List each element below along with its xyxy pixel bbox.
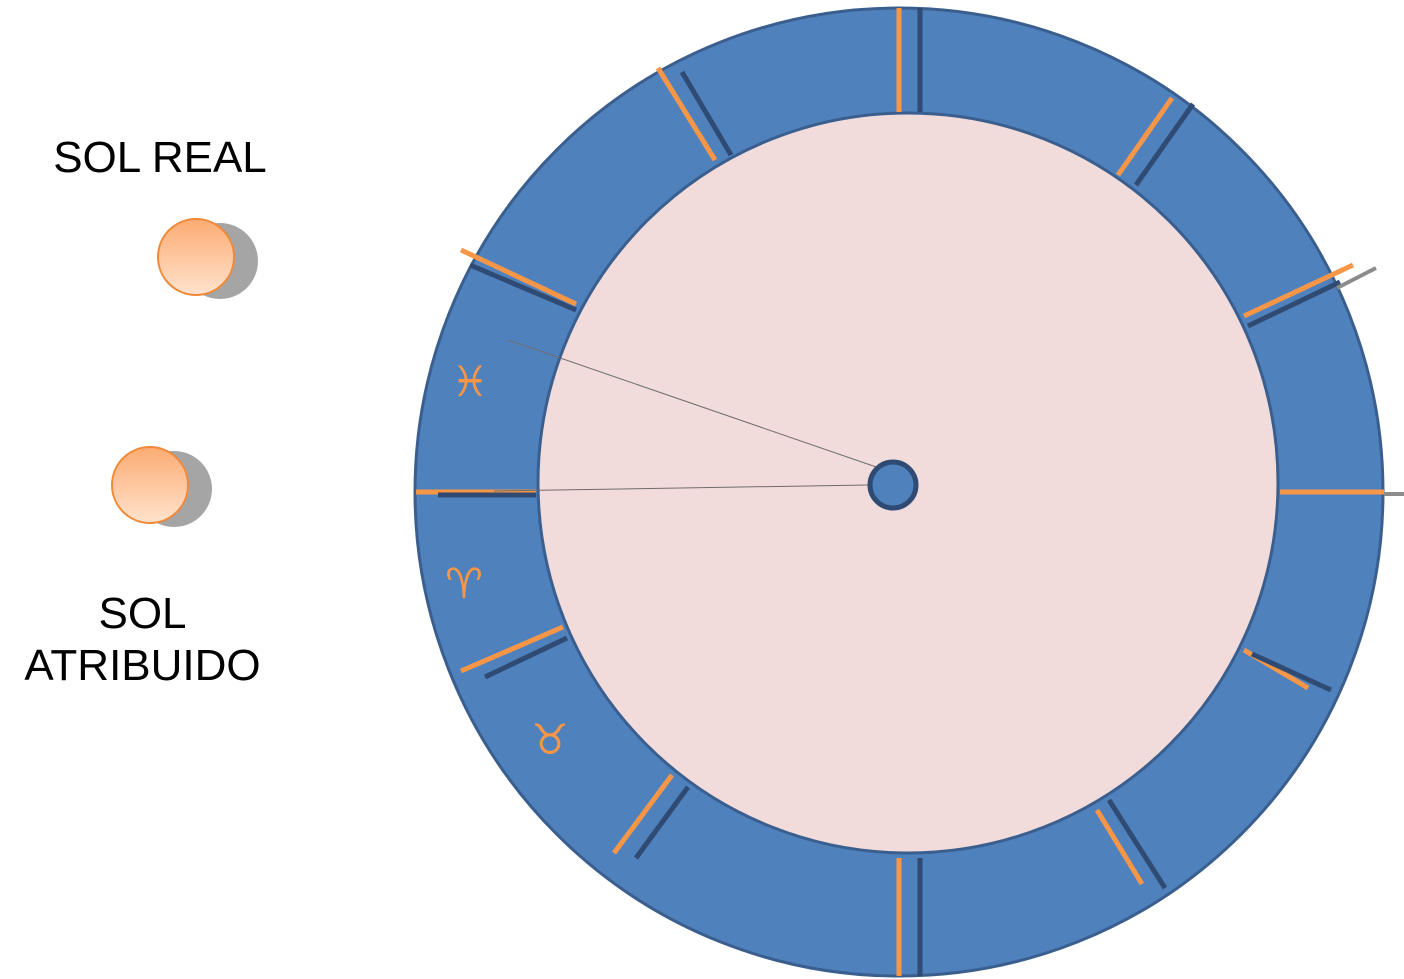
sun-direction-lines: [493, 339, 883, 492]
center-earth-marker: [867, 459, 919, 511]
pisces-symbol: ♓︎: [451, 357, 489, 406]
attributed-sun-label: SOL ATRIBUIDO: [24, 589, 261, 690]
ring-dividers: [416, 8, 1384, 976]
attributed-sun-icon: [111, 446, 212, 527]
reference-lines: [1336, 266, 1404, 496]
taurus-symbol: ♉︎: [531, 715, 569, 764]
real-sun-label: SOL REAL: [53, 133, 267, 182]
aries-symbol: ♈︎: [445, 559, 483, 608]
real-sun-icon: [157, 218, 258, 299]
